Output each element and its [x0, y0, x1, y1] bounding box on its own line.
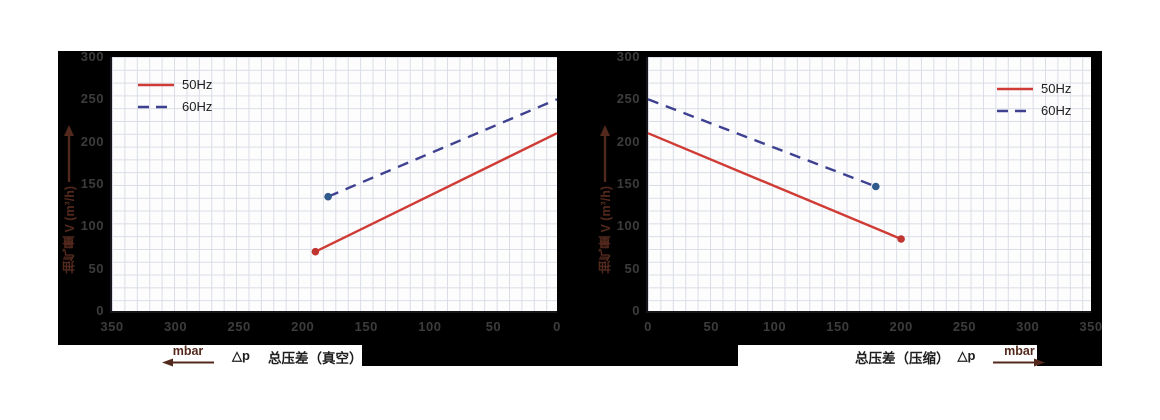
compression-x-axis-title: 总压差（压缩） △p mbar: [855, 345, 1046, 367]
y-tick-label: 250: [616, 91, 640, 107]
compression-y-axis-title: 抽气量 V (m³/h): [595, 125, 615, 274]
vacuum-x-axis-title: mbar △p 总压差（真空）: [162, 345, 362, 367]
x-tick-label: 150: [354, 319, 378, 334]
y-tick-label: 300: [80, 49, 104, 64]
x-tick-label: 200: [291, 319, 315, 334]
compression-chart-plot-area: 抽气量 V (m³/h) 总压差（压缩） △p mbar 300 250 200 15…: [599, 49, 1102, 366]
legend-swatch: [997, 87, 1033, 90]
legend: 50Hz 60Hz: [138, 77, 212, 114]
legend: 50Hz 60Hz: [997, 81, 1071, 118]
mbar-unit-right: mbar: [993, 345, 1046, 367]
x-axis-label: 总压差（真空）: [267, 351, 363, 366]
y-tick-label: 50: [624, 260, 640, 276]
x-tick-label: 100: [762, 319, 787, 334]
y-tick-label: 150: [80, 176, 104, 191]
x-tick-label: 300: [1016, 319, 1040, 334]
series-layer: [311, 98, 558, 256]
panel-bottom-patch: [1037, 345, 1102, 366]
x-tick-label: 100: [418, 319, 442, 334]
y-tick-label: 200: [616, 133, 640, 149]
x-tick-label: 50: [485, 319, 502, 334]
y-tick-label: 150: [616, 176, 640, 191]
right-arrow-icon: [993, 358, 1046, 366]
legend-label: 50Hz: [182, 77, 213, 92]
legend-item-60hz: 60Hz: [138, 99, 212, 114]
x-tick-label: 250: [952, 319, 977, 334]
legend-swatch: [138, 83, 174, 86]
x-tick-label: 300: [163, 319, 188, 334]
vacuum-chart-plot-area: 抽气量 V (m³/h) mbar △p 总压差（真空） 300 250 200 15…: [63, 49, 560, 366]
series-endpoint-marker-50hz: [897, 235, 905, 243]
vacuum-y-axis-title: 抽气量 V (m³/h): [59, 125, 79, 274]
series-endpoint-marker-60hz: [872, 182, 880, 191]
x-tick-label: 150: [826, 319, 850, 334]
legend-swatch: [138, 105, 174, 108]
left-arrow-icon: [162, 358, 214, 366]
y-tick-label: 0: [96, 303, 104, 318]
legend-item-60hz: 60Hz: [997, 103, 1071, 118]
y-tick-label: 100: [616, 218, 640, 234]
y-tick-label: 200: [80, 133, 104, 149]
series-layer: [647, 98, 905, 243]
legend-label: 50Hz: [1041, 81, 1072, 96]
legend-item-50hz: 50Hz: [997, 81, 1071, 96]
series-endpoint-marker-60hz: [324, 192, 332, 201]
series-endpoint-marker-50hz: [311, 247, 320, 256]
y-tick-label: 300: [616, 49, 640, 64]
legend-label: 60Hz: [182, 99, 213, 114]
x-tick-label: 200: [889, 319, 913, 334]
x-tick-label: 50: [703, 319, 720, 334]
mbar-unit-left: mbar: [162, 345, 214, 367]
up-arrow-icon: [600, 125, 610, 182]
series-line-60hz: [327, 98, 558, 198]
y-tick-label: 250: [80, 91, 104, 107]
x-tick-label: 350: [100, 319, 124, 334]
series-line-60hz: [647, 98, 877, 188]
y-tick-label: 100: [80, 218, 104, 234]
x-tick-label: 0: [553, 319, 561, 334]
y-tick-label: 0: [632, 303, 640, 318]
x-tick-label: 0: [644, 319, 652, 334]
up-arrow-icon: [64, 125, 74, 182]
delta-p-label: △p: [232, 348, 250, 363]
delta-p-label: △p: [957, 348, 976, 363]
series-line-50hz: [647, 132, 902, 241]
x-axis-label: 总压差（压缩）: [855, 351, 950, 366]
panel-bottom-patch: [362, 345, 738, 366]
x-tick-label: 350: [1079, 319, 1103, 334]
legend-item-50hz: 50Hz: [138, 77, 212, 92]
x-tick-label: 250: [227, 319, 251, 334]
legend-label: 60Hz: [1041, 103, 1072, 118]
series-line-50hz: [314, 132, 558, 253]
y-tick-label: 50: [88, 260, 104, 276]
legend-swatch: [997, 109, 1033, 112]
